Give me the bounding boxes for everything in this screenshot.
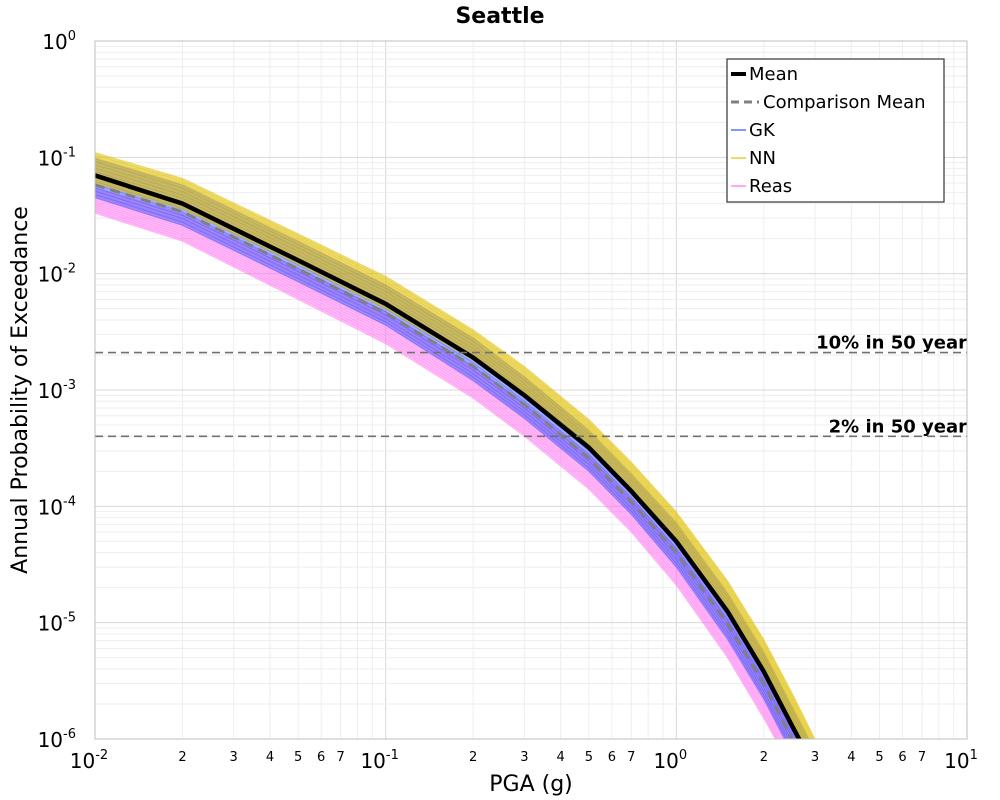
reference-line-label: 2% in 50 year — [829, 416, 967, 437]
series-bands — [95, 151, 816, 739]
plot-frame — [94, 40, 968, 740]
band-line-nn — [95, 164, 809, 739]
band-line-gk — [95, 187, 792, 739]
legend: Mean Comparison Mean GK NN Reas — [726, 58, 945, 203]
band-line-reas — [95, 212, 776, 739]
band-line-gk — [95, 174, 800, 739]
band-line-nn — [95, 154, 815, 739]
band-line-reas — [95, 206, 781, 739]
x-minor-tick-label: 2 — [760, 750, 768, 765]
band-line-nn — [95, 157, 813, 739]
x-tick-label: 100 — [653, 748, 687, 773]
band-line-nn — [95, 180, 801, 739]
band-line-reas — [95, 197, 788, 739]
band-line-reas — [95, 189, 797, 739]
band-line-nn — [95, 174, 804, 739]
band-line-reas — [95, 186, 799, 739]
band-line-nn — [95, 182, 800, 739]
y-tick-label: 100 — [42, 29, 76, 54]
x-minor-tick-label: 3 — [230, 750, 238, 765]
band-line-gk — [95, 190, 790, 739]
x-minor-tick-label: 6 — [317, 750, 325, 765]
x-minor-tick-label: 5 — [585, 750, 593, 765]
band-line-gk — [95, 180, 797, 739]
y-tick-label: 10-5 — [38, 611, 76, 636]
y-tick-label: 10-2 — [38, 262, 76, 287]
y-tick-label: 10-1 — [38, 145, 76, 170]
x-minor-tick-label: 5 — [294, 750, 302, 765]
y-axis-title: Annual Probability of Exceedance — [8, 206, 33, 574]
x-minor-tick-label: 2 — [469, 750, 477, 765]
legend-item: NN — [731, 148, 776, 169]
band-line-reas — [95, 199, 786, 739]
legend-box — [726, 58, 945, 203]
x-minor-tick-label: 3 — [811, 750, 819, 765]
legend-label: Reas — [749, 176, 792, 197]
legend-label: GK — [749, 120, 776, 141]
band-line-gk — [95, 197, 786, 739]
band-line-reas — [95, 204, 783, 739]
x-minor-tick-label: 4 — [266, 750, 274, 765]
x-minor-tick-label: 6 — [608, 750, 616, 765]
x-tick-label: 10-2 — [70, 748, 108, 773]
grid — [94, 41, 967, 740]
y-tick-label: 10-6 — [38, 727, 76, 752]
band-envelope-gk — [95, 158, 810, 739]
band-line-nn — [95, 167, 808, 739]
x-minor-tick-label: 7 — [627, 750, 635, 765]
x-axis-title: PGA (g) — [489, 772, 573, 797]
band-line-gk — [95, 167, 804, 739]
band-envelope-reas — [95, 187, 798, 739]
comparison-mean-line — [95, 183, 794, 739]
legend-item: Mean — [731, 64, 798, 85]
x-minor-tick-label: 4 — [557, 750, 565, 765]
x-minor-tick-label: 5 — [875, 750, 883, 765]
legend-label: Comparison Mean — [763, 92, 926, 113]
band-line-gk — [95, 177, 798, 739]
band-line-gk — [95, 170, 802, 739]
band-line-gk — [95, 193, 788, 739]
x-minor-tick-label: 3 — [520, 750, 528, 765]
x-tick-label: 101 — [944, 748, 978, 773]
band-line-nn — [95, 151, 816, 739]
y-tick-label: 10-4 — [38, 494, 76, 519]
x-minor-tick-label: 2 — [178, 750, 186, 765]
legend-label: NN — [749, 148, 776, 169]
legend-label: Mean — [749, 64, 798, 85]
x-minor-tick-label: 4 — [847, 750, 855, 765]
legend-item: Comparison Mean — [731, 92, 926, 113]
y-tick-label: 10-3 — [38, 378, 76, 403]
band-line-reas — [95, 210, 777, 739]
band-reas — [95, 186, 799, 739]
band-line-reas — [95, 208, 779, 739]
band-line-reas — [95, 191, 795, 739]
band-line-nn — [95, 162, 810, 739]
band-line-nn — [95, 177, 802, 739]
series-lines — [95, 173, 802, 739]
legend-item: GK — [731, 120, 776, 141]
x-minor-tick-label: 7 — [918, 750, 926, 765]
band-line-nn — [95, 172, 805, 739]
chart-title: Seattle — [455, 4, 544, 29]
legend-item: Reas — [731, 176, 792, 197]
mean-line — [95, 173, 802, 739]
reference-lines: 10% in 50 year 2% in 50 year — [95, 333, 967, 437]
reference-line-label: 10% in 50 year — [816, 333, 967, 354]
x-minor-tick-label: 7 — [337, 750, 345, 765]
band-line-nn — [95, 169, 806, 739]
band-line-reas — [95, 193, 792, 739]
x-minor-tick-label: 6 — [898, 750, 906, 765]
band-line-gk — [95, 184, 794, 739]
x-tick-label: 10-1 — [360, 748, 398, 773]
band-line-nn — [95, 159, 812, 739]
band-line-reas — [95, 202, 785, 739]
band-line-reas — [95, 195, 790, 739]
y-axis-ticks: 100 10-1 10-2 10-3 10-4 10-5 10-6 — [38, 29, 76, 752]
